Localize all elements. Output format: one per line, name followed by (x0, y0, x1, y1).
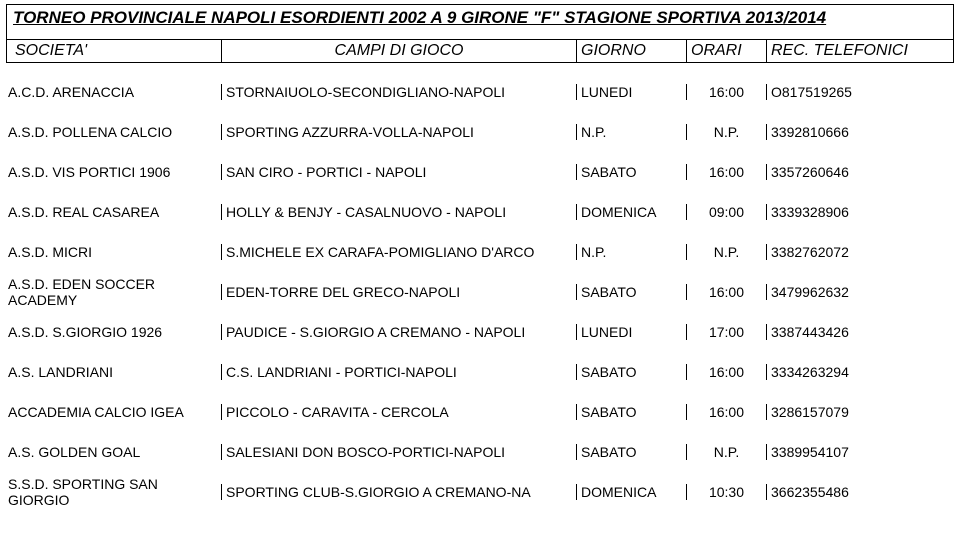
row-spacer (6, 103, 954, 121)
header-rec: REC. TELEFONICI (767, 40, 947, 62)
cell-campo: C.S. LANDRIANI - PORTICI-NAPOLI (221, 364, 576, 380)
cell-rec: 3479962632 (766, 284, 946, 300)
cell-giorno: N.P. (576, 124, 686, 140)
table-row: A.C.D. ARENACCIASTORNAIUOLO-SECONDIGLIAN… (6, 81, 954, 103)
cell-campo: EDEN-TORRE DEL GRECO-NAPOLI (221, 284, 576, 300)
cell-orari: 09:00 (686, 204, 766, 220)
tournament-title: TORNEO PROVINCIALE NAPOLI ESORDIENTI 200… (6, 4, 954, 31)
cell-campo: PAUDICE - S.GIORGIO A CREMANO - NAPOLI (221, 324, 576, 340)
cell-orari: 16:00 (686, 404, 766, 420)
cell-societa: A.S. LANDRIANI (6, 364, 221, 380)
cell-giorno: DOMENICA (576, 204, 686, 220)
cell-giorno: N.P. (576, 244, 686, 260)
cell-campo: SPORTING CLUB-S.GIORGIO A CREMANO-NA (221, 484, 576, 500)
cell-rec: 3339328906 (766, 204, 946, 220)
cell-giorno: DOMENICA (576, 484, 686, 500)
cell-orari: 17:00 (686, 324, 766, 340)
table-row: A.S. GOLDEN GOALSALESIANI DON BOSCO-PORT… (6, 441, 954, 463)
row-spacer (6, 223, 954, 241)
cell-societa: A.S.D. EDEN SOCCER ACADEMY (6, 276, 221, 308)
cell-orari: 16:00 (686, 284, 766, 300)
row-spacer (6, 63, 954, 81)
table-row: A.S.D. EDEN SOCCER ACADEMYEDEN-TORRE DEL… (6, 281, 954, 303)
cell-campo: SPORTING AZZURRA-VOLLA-NAPOLI (221, 124, 576, 140)
cell-rec: 3357260646 (766, 164, 946, 180)
cell-societa: A.S.D. REAL CASAREA (6, 204, 221, 220)
cell-campo: STORNAIUOLO-SECONDIGLIANO-NAPOLI (221, 84, 576, 100)
row-spacer (6, 183, 954, 201)
cell-rec: 3389954107 (766, 444, 946, 460)
table-row: A.S.D. MICRIS.MICHELE EX CARAFA-POMIGLIA… (6, 241, 954, 263)
cell-orari: 16:00 (686, 164, 766, 180)
cell-giorno: SABATO (576, 284, 686, 300)
cell-rec: 3382762072 (766, 244, 946, 260)
cell-orari: 16:00 (686, 84, 766, 100)
table-header-row: SOCIETA' CAMPI DI GIOCO GIORNO ORARI REC… (6, 39, 954, 63)
page-root: TORNEO PROVINCIALE NAPOLI ESORDIENTI 200… (0, 0, 960, 507)
table-row: ACCADEMIA CALCIO IGEAPICCOLO - CARAVITA … (6, 401, 954, 423)
cell-societa: A.S.D. MICRI (6, 244, 221, 260)
table-row: A.S.D. VIS PORTICI 1906SAN CIRO - PORTIC… (6, 161, 954, 183)
header-campo: CAMPI DI GIOCO (222, 40, 577, 62)
title-gap (6, 31, 954, 39)
cell-giorno: LUNEDI (576, 324, 686, 340)
header-societa: SOCIETA' (7, 40, 222, 62)
cell-campo: SALESIANI DON BOSCO-PORTICI-NAPOLI (221, 444, 576, 460)
row-spacer (6, 343, 954, 361)
header-orari: ORARI (687, 40, 767, 62)
row-spacer (6, 383, 954, 401)
cell-rec: 3286157079 (766, 404, 946, 420)
cell-campo: HOLLY & BENJY - CASALNUOVO - NAPOLI (221, 204, 576, 220)
table-row: A.S.D. REAL CASAREAHOLLY & BENJY - CASAL… (6, 201, 954, 223)
cell-rec: O817519265 (766, 84, 946, 100)
table-row: A.S.D. S.GIORGIO 1926PAUDICE - S.GIORGIO… (6, 321, 954, 343)
cell-societa: A.S.D. VIS PORTICI 1906 (6, 164, 221, 180)
cell-societa: ACCADEMIA CALCIO IGEA (6, 404, 221, 420)
cell-campo: S.MICHELE EX CARAFA-POMIGLIANO D'ARCO (221, 244, 576, 260)
row-spacer (6, 423, 954, 441)
cell-rec: 3392810666 (766, 124, 946, 140)
cell-rec: 3387443426 (766, 324, 946, 340)
table-row: A.S.D. POLLENA CALCIOSPORTING AZZURRA-VO… (6, 121, 954, 143)
table-row: A.S. LANDRIANIC.S. LANDRIANI - PORTICI-N… (6, 361, 954, 383)
cell-giorno: LUNEDI (576, 84, 686, 100)
cell-orari: N.P. (686, 244, 766, 260)
table-row: S.S.D. SPORTING SAN GIORGIOSPORTING CLUB… (6, 481, 954, 503)
cell-societa: A.C.D. ARENACCIA (6, 84, 221, 100)
row-spacer (6, 143, 954, 161)
cell-giorno: SABATO (576, 444, 686, 460)
cell-orari: N.P. (686, 444, 766, 460)
cell-giorno: SABATO (576, 404, 686, 420)
cell-campo: PICCOLO - CARAVITA - CERCOLA (221, 404, 576, 420)
cell-campo: SAN CIRO - PORTICI - NAPOLI (221, 164, 576, 180)
table-body: A.C.D. ARENACCIASTORNAIUOLO-SECONDIGLIAN… (6, 63, 954, 503)
cell-societa: S.S.D. SPORTING SAN GIORGIO (6, 476, 221, 508)
cell-orari: 10:30 (686, 484, 766, 500)
cell-societa: A.S.D. S.GIORGIO 1926 (6, 324, 221, 340)
cell-orari: 16:00 (686, 364, 766, 380)
cell-giorno: SABATO (576, 164, 686, 180)
cell-giorno: SABATO (576, 364, 686, 380)
cell-societa: A.S.D. POLLENA CALCIO (6, 124, 221, 140)
cell-rec: 3662355486 (766, 484, 946, 500)
cell-rec: 3334263294 (766, 364, 946, 380)
cell-orari: N.P. (686, 124, 766, 140)
cell-societa: A.S. GOLDEN GOAL (6, 444, 221, 460)
header-giorno: GIORNO (577, 40, 687, 62)
